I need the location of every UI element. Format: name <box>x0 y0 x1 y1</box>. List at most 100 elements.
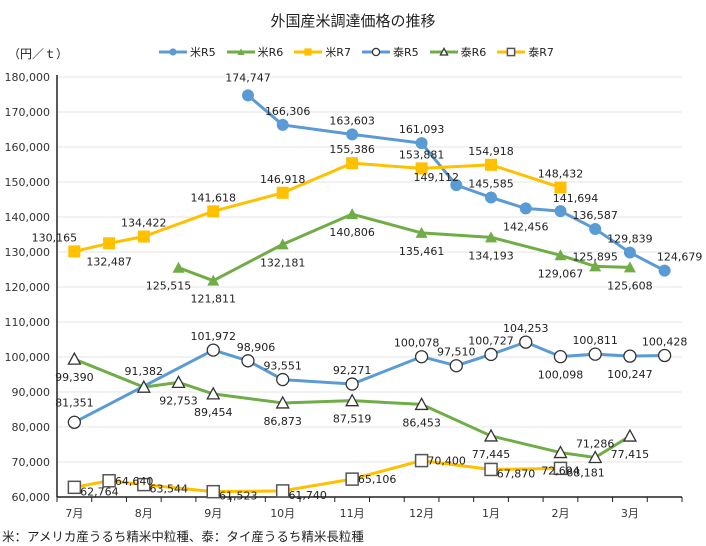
legend-item: 米R6 <box>226 44 284 60</box>
marker-米R7 <box>554 181 567 194</box>
data-label: 145,585 <box>468 177 514 190</box>
data-label: 166,306 <box>265 105 311 118</box>
legend-item: 米R5 <box>158 44 216 60</box>
marker-泰R5 <box>206 343 220 357</box>
marker-米R5 <box>415 137 428 150</box>
data-label: 161,093 <box>399 123 445 136</box>
data-label: 136,587 <box>572 209 618 222</box>
data-label: 134,193 <box>468 249 514 262</box>
data-label: 71,286 <box>576 437 615 450</box>
data-label: 148,432 <box>538 167 584 180</box>
y-tick-label: 90,000 <box>12 386 51 399</box>
data-label: 149,112 <box>414 171 460 184</box>
data-label: 92,753 <box>159 394 198 407</box>
data-label: 146,918 <box>260 173 306 186</box>
marker-泰R7 <box>345 472 359 486</box>
data-label: 86,453 <box>402 416 441 429</box>
legend-swatch <box>294 48 323 56</box>
y-tick-label: 180,000 <box>5 71 51 84</box>
data-label: 104,253 <box>503 322 549 335</box>
marker-米R5 <box>623 246 636 259</box>
data-label: 141,618 <box>191 191 237 204</box>
data-label: 63,544 <box>150 483 189 496</box>
legend-label: 米R6 <box>257 46 284 59</box>
y-tick-label: 60,000 <box>12 491 51 504</box>
marker-泰R7 <box>67 480 82 495</box>
marker-泰R7 <box>206 484 220 499</box>
marker-泰R7 <box>137 477 151 492</box>
x-tick-label: 11月 <box>340 507 365 520</box>
data-label: 101,972 <box>191 330 237 343</box>
marker-米R5 <box>485 191 498 204</box>
data-label: 100,098 <box>538 369 584 382</box>
data-label: 65,106 <box>358 473 397 486</box>
data-label: 64,640 <box>115 475 154 488</box>
data-label: 87,519 <box>333 413 372 426</box>
legend-label: 米R5 <box>190 46 216 59</box>
marker-米R7 <box>415 162 428 175</box>
marker-米R7 <box>68 245 81 258</box>
marker-泰R7 <box>275 484 290 498</box>
data-label: 81,351 <box>55 396 94 409</box>
marker-米R7 <box>207 205 220 218</box>
marker-米R5 <box>169 48 177 56</box>
data-label: 77,445 <box>472 448 511 461</box>
y-tick-label: 70,000 <box>12 456 51 469</box>
marker-泰R7 <box>484 462 498 477</box>
marker-泰R5 <box>553 350 568 364</box>
data-label: 129,067 <box>538 267 584 280</box>
chart-title: 外国産米調達価格の推移 <box>270 12 436 30</box>
legend-swatch <box>361 47 390 57</box>
legend-label: 泰R6 <box>460 46 487 59</box>
marker-米R6 <box>623 261 636 273</box>
legend-label: 泰R7 <box>528 46 554 59</box>
y-tick-label: 120,000 <box>5 281 51 294</box>
marker-米R6 <box>172 261 185 273</box>
footnote: 米：アメリカ産うるち精米中粒種、泰：タイ産うるち精米長粒種 <box>2 529 364 544</box>
data-label: 72,694 <box>541 465 580 478</box>
marker-米R7 <box>346 157 359 170</box>
x-tick-label: 12月 <box>409 507 434 520</box>
legend-item: 米R7 <box>293 44 351 60</box>
data-label: 61,740 <box>288 489 327 502</box>
data-label: 100,727 <box>468 334 514 347</box>
marker-米R6 <box>207 274 220 286</box>
data-label: 92,271 <box>333 364 372 377</box>
marker-米R7 <box>485 158 498 171</box>
x-tick-label: 8月 <box>135 507 153 520</box>
marker-泰R7 <box>414 453 429 468</box>
data-label: 77,415 <box>611 448 650 461</box>
data-label: 132,487 <box>86 255 132 268</box>
marker-米R7 <box>304 48 312 56</box>
marker-米R7 <box>103 237 116 250</box>
marker-米R5 <box>450 179 463 192</box>
data-label: 130,165 <box>32 231 78 244</box>
data-label: 132,181 <box>260 256 306 269</box>
data-label: 100,428 <box>642 336 688 349</box>
data-label: 129,839 <box>607 233 653 246</box>
data-label: 98,906 <box>237 341 276 354</box>
x-tick-label: 10月 <box>270 507 295 520</box>
data-label: 154,918 <box>468 145 514 158</box>
data-label: 125,608 <box>607 279 653 292</box>
legend-label: 米R7 <box>325 46 351 59</box>
marker-泰R6 <box>275 395 290 409</box>
marker-泰R5 <box>276 372 290 387</box>
data-label: 70,400 <box>427 455 466 468</box>
data-label: 163,603 <box>329 114 375 127</box>
marker-米R6 <box>276 238 289 250</box>
data-label: 140,806 <box>329 226 375 239</box>
marker-泰R6 <box>171 375 186 389</box>
marker-米R6 <box>485 231 498 243</box>
data-label: 100,078 <box>394 337 440 350</box>
data-label: 121,811 <box>191 293 237 306</box>
marker-米R5 <box>276 118 289 131</box>
marker-米R5 <box>554 205 567 218</box>
x-tick-label: 2月 <box>551 507 569 520</box>
y-tick-label: 130,000 <box>5 246 51 259</box>
data-label: 68,181 <box>566 466 605 479</box>
data-label: 141,694 <box>553 192 599 205</box>
x-tick-label: 1月 <box>482 507 500 520</box>
marker-米R5 <box>241 89 254 102</box>
marker-泰R6 <box>67 351 82 365</box>
